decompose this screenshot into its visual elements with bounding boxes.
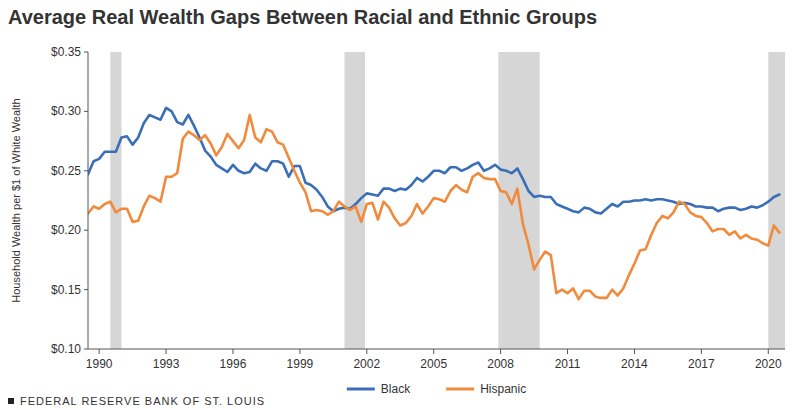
y-tick	[84, 52, 88, 53]
x-tick	[366, 349, 367, 354]
x-axis-line	[88, 349, 785, 350]
chart: Average Real Wealth Gaps Between Racial …	[0, 0, 800, 410]
y-tick	[84, 170, 88, 171]
x-tick-label: 2005	[420, 357, 447, 371]
x-tick	[99, 349, 100, 354]
y-axis: $0.10 $0.15 $0.20 $0.25 $0.30 $0.35	[51, 45, 88, 356]
y-tick-label: $0.20	[51, 223, 81, 237]
y-tick-label: $0.10	[51, 342, 81, 356]
x-tick	[634, 349, 635, 354]
plot-area	[88, 52, 785, 349]
y-tick-label: $0.35	[51, 45, 81, 59]
x-tick-label: 2020	[755, 357, 782, 371]
source: FEDERAL RESERVE BANK OF ST. LOUIS	[20, 395, 265, 407]
x-tick	[567, 349, 568, 354]
y-axis-line	[88, 52, 89, 349]
y-tick-label: $0.30	[51, 104, 81, 118]
x-tick-label: 2002	[353, 357, 380, 371]
x-tick	[768, 349, 769, 354]
legend-swatch	[347, 388, 375, 391]
x-tick	[500, 349, 501, 354]
y-tick-label: $0.25	[51, 164, 81, 178]
x-tick-label: 2017	[688, 357, 715, 371]
x-tick-label: 2011	[555, 357, 581, 371]
y-axis-label: Household Wealth per $1 of White Wealth	[10, 98, 22, 302]
recession-band	[344, 52, 365, 349]
x-tick-label: 1999	[287, 357, 314, 371]
x-tick	[299, 349, 300, 354]
y-tick	[84, 289, 88, 290]
y-tick	[84, 230, 88, 231]
source-icon	[8, 398, 14, 404]
series-line	[88, 115, 779, 299]
x-axis: 1990 1993 1996 1999 2002 2005 2008 2011 2014 2017…	[86, 349, 782, 371]
x-tick-label: 1993	[153, 357, 180, 371]
x-tick-label: 2014	[621, 357, 648, 371]
legend-swatch	[446, 388, 474, 391]
y-tick-label: $0.15	[51, 283, 81, 297]
x-tick	[701, 349, 702, 354]
title: Average Real Wealth Gaps Between Racial …	[8, 6, 597, 28]
x-tick	[232, 349, 233, 354]
x-tick-label: 1996	[220, 357, 247, 371]
x-tick-label: 1990	[86, 357, 113, 371]
legend-label: Hispanic	[480, 382, 526, 396]
x-tick-label: 2008	[487, 357, 514, 371]
legend-label: Black	[381, 382, 411, 396]
y-tick	[84, 349, 88, 350]
recession-band	[110, 52, 121, 349]
x-tick	[166, 349, 167, 354]
legend: Black Hispanic	[347, 382, 526, 396]
x-tick	[433, 349, 434, 354]
y-tick	[84, 111, 88, 112]
